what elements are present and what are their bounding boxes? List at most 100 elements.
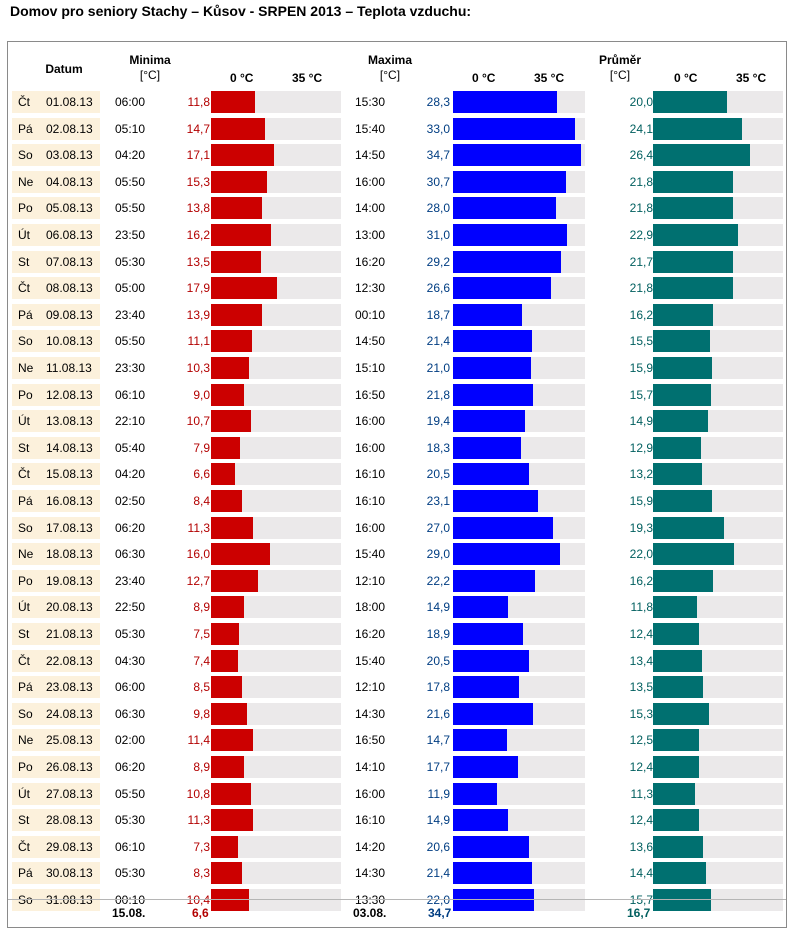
min-bar <box>211 783 251 805</box>
min-time: 02:00 <box>115 733 146 747</box>
min-time: 23:40 <box>115 574 146 588</box>
max-bar <box>453 836 529 858</box>
avg-value: 14,9 <box>629 414 653 428</box>
max-value: 18,3 <box>426 441 450 455</box>
max-value: 17,8 <box>426 680 450 694</box>
date-label: 11.08.13 <box>46 361 92 375</box>
date-cell-bg <box>12 357 100 379</box>
max-value: 21,6 <box>426 707 450 721</box>
min-value: 10,3 <box>186 361 210 375</box>
max-value: 28,3 <box>426 95 450 109</box>
min-time: 05:30 <box>115 813 146 827</box>
footer-min-value: 6,6 <box>192 906 209 920</box>
max-time: 16:00 <box>355 441 386 455</box>
avg-value: 21,8 <box>629 201 653 215</box>
avg-value: 20,0 <box>629 95 653 109</box>
max-time: 15:30 <box>355 95 386 109</box>
avg-bar <box>653 437 701 459</box>
min-bar <box>211 596 244 618</box>
max-value: 22,2 <box>426 574 450 588</box>
min-value: 11,4 <box>187 733 210 747</box>
date-label: 05.08.13 <box>46 201 93 215</box>
min-bar <box>211 703 248 725</box>
avg-value: 16,2 <box>629 574 653 588</box>
max-bar <box>453 756 519 778</box>
date-label: 30.08.13 <box>46 866 93 880</box>
date-label: 21.08.13 <box>46 627 93 641</box>
min-time: 05:50 <box>115 175 146 189</box>
avg-bar <box>653 570 713 592</box>
max-value: 20,5 <box>426 467 450 481</box>
avg-bar <box>653 197 734 219</box>
weekday-label: So <box>18 521 33 535</box>
weekday-label: Ne <box>18 361 34 375</box>
avg-value: 15,9 <box>629 361 653 375</box>
min-time: 06:10 <box>115 840 146 854</box>
avg-value: 12,4 <box>629 760 653 774</box>
max-value: 34,7 <box>426 148 450 162</box>
avg-value: 12,9 <box>629 441 653 455</box>
date-cell-bg <box>12 889 100 911</box>
min-bar <box>211 543 270 565</box>
avg-bar <box>653 517 725 539</box>
weekday-label: Po <box>18 201 33 215</box>
avg-bar <box>653 703 710 725</box>
date-cell-bg <box>12 277 100 299</box>
max-bar <box>453 676 519 698</box>
max-value: 21,8 <box>426 388 450 402</box>
max-bar <box>453 357 531 379</box>
max-bar <box>453 623 523 645</box>
max-bar <box>453 490 539 512</box>
max-time: 14:00 <box>355 201 386 215</box>
max-bar <box>453 809 508 831</box>
avg-bar <box>653 224 738 246</box>
min-value: 6,6 <box>193 467 210 481</box>
min-time: 22:50 <box>115 600 146 614</box>
weekday-label: Út <box>18 414 30 428</box>
weekday-label: Čt <box>18 840 30 854</box>
min-value: 11,8 <box>187 95 210 109</box>
min-value: 12,7 <box>186 574 210 588</box>
avg-bar <box>653 809 699 831</box>
max-bar <box>453 729 508 751</box>
date-cell-bg <box>12 490 100 512</box>
min-bar <box>211 144 275 166</box>
min-bar-track <box>211 862 341 884</box>
header-datum: Datum <box>45 62 83 76</box>
max-value: 28,0 <box>426 201 450 215</box>
min-bar-track <box>211 623 341 645</box>
min-bar <box>211 171 268 193</box>
max-time: 16:00 <box>355 414 386 428</box>
max-tick-0: 0 °C <box>472 71 496 85</box>
header-maxima: Maxima [°C] <box>367 53 413 82</box>
min-bar <box>211 650 239 672</box>
min-bar <box>211 410 251 432</box>
max-time: 14:10 <box>355 760 386 774</box>
footer-max-date: 03.08. <box>353 906 387 920</box>
min-bar <box>211 729 254 751</box>
min-time: 05:50 <box>115 787 146 801</box>
min-value: 11,3 <box>187 813 210 827</box>
min-bar <box>211 251 261 273</box>
date-cell-bg <box>12 543 100 565</box>
date-label: 19.08.13 <box>46 574 93 588</box>
weekday-label: Po <box>18 760 33 774</box>
avg-value: 12,5 <box>629 733 653 747</box>
min-bar <box>211 756 244 778</box>
weekday-label: Čt <box>18 95 30 109</box>
weekday-label: So <box>18 148 33 162</box>
weekday-label: So <box>18 707 33 721</box>
date-cell-bg <box>12 862 100 884</box>
weekday-label: Čt <box>18 654 30 668</box>
date-label: 29.08.13 <box>46 840 93 854</box>
min-time: 23:30 <box>115 361 146 375</box>
max-bar <box>453 543 560 565</box>
min-value: 7,4 <box>193 654 210 668</box>
max-value: 29,0 <box>426 547 450 561</box>
max-time: 14:30 <box>355 866 386 880</box>
max-bar <box>453 463 529 485</box>
weekday-label: Pá <box>18 680 33 694</box>
header-minima: Minima [°C] <box>129 53 171 82</box>
min-bar <box>211 330 252 352</box>
avg-bar <box>653 783 695 805</box>
